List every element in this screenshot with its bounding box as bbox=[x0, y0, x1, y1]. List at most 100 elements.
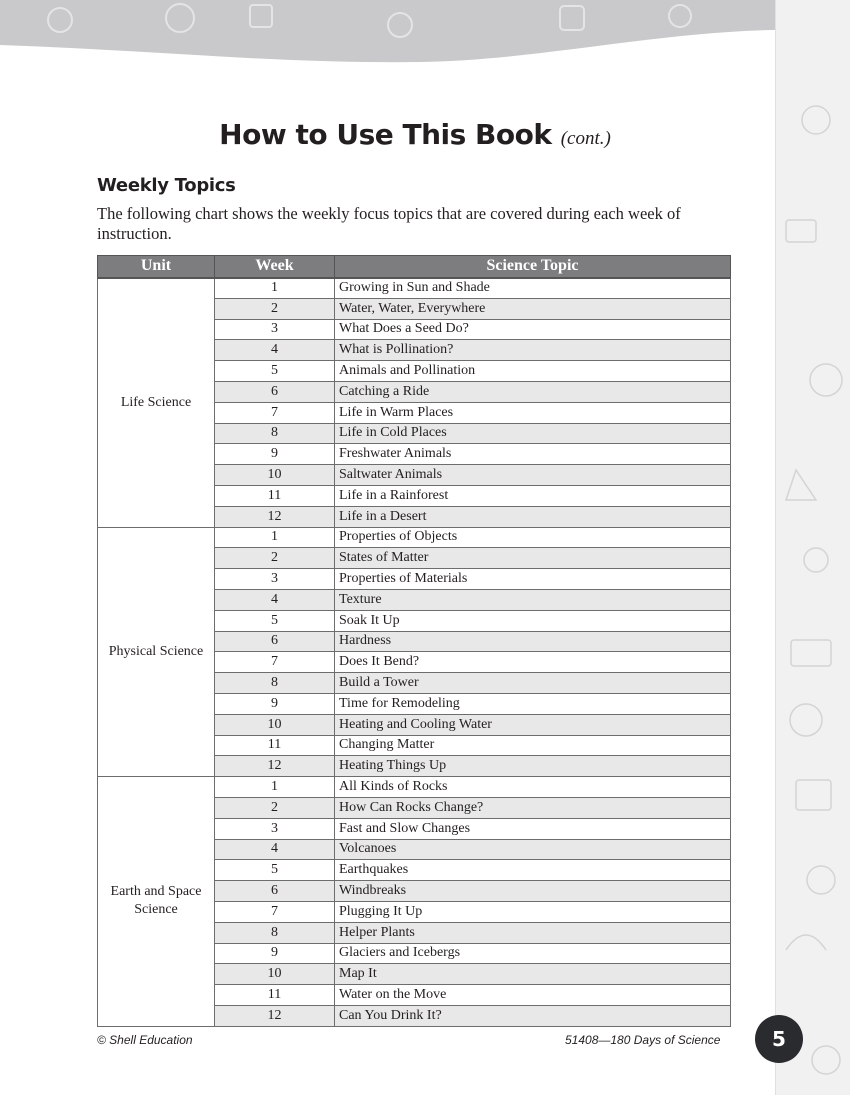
topic-cell: Life in a Desert bbox=[334, 505, 731, 528]
week-cell: 11 bbox=[214, 484, 335, 507]
topic-cell: Time for Remodeling bbox=[334, 692, 731, 715]
table-row: 6 Windbreaks bbox=[98, 880, 731, 902]
table-row: 4 Texture bbox=[98, 588, 731, 611]
footer-copyright: © Shell Education bbox=[97, 1033, 193, 1047]
topic-cell: Water, Water, Everywhere bbox=[334, 297, 731, 320]
week-cell: 8 bbox=[214, 672, 335, 694]
table-row: 6 Hardness bbox=[98, 630, 731, 653]
topic-cell: Soak It Up bbox=[334, 609, 731, 632]
intro-paragraph: The following chart shows the weekly foc… bbox=[97, 204, 681, 243]
topic-cell: Glaciers and Icebergs bbox=[334, 942, 731, 965]
table-row: 3 Properties of Materials bbox=[98, 568, 731, 590]
table-row: 12 Can You Drink It? bbox=[98, 1004, 731, 1027]
topic-cell: Windbreaks bbox=[334, 880, 731, 902]
week-cell: 6 bbox=[214, 880, 335, 902]
topic-cell: Freshwater Animals bbox=[334, 443, 731, 466]
topic-cell: Plugging It Up bbox=[334, 900, 731, 923]
topic-cell: Life in Cold Places bbox=[334, 422, 731, 445]
topic-cell: How Can Rocks Change? bbox=[334, 796, 731, 819]
table-row: 4 Volcanoes bbox=[98, 838, 731, 861]
week-cell: 2 bbox=[214, 796, 335, 819]
unit-cell: Physical Science bbox=[97, 526, 215, 778]
topic-cell: Can You Drink It? bbox=[334, 1004, 731, 1027]
topic-cell: Heating and Cooling Water bbox=[334, 713, 731, 736]
week-cell: 2 bbox=[214, 297, 335, 320]
week-cell: 7 bbox=[214, 651, 335, 674]
week-cell: 9 bbox=[214, 443, 335, 466]
week-cell: 4 bbox=[214, 339, 335, 362]
unit-cell: Life Science bbox=[97, 277, 215, 528]
topic-cell: Fast and Slow Changes bbox=[334, 817, 731, 840]
week-cell: 11 bbox=[214, 984, 335, 1006]
topic-cell: Life in Warm Places bbox=[334, 401, 731, 424]
table-header-row: Unit Week Science Topic bbox=[97, 255, 731, 279]
page-title-text: How to Use This Book bbox=[219, 118, 552, 151]
topic-cell: Texture bbox=[334, 588, 731, 611]
topic-cell: Heating Things Up bbox=[334, 755, 731, 778]
week-cell: 6 bbox=[214, 380, 335, 403]
week-cell: 9 bbox=[214, 942, 335, 965]
topic-cell: Growing in Sun and Shade bbox=[334, 277, 731, 299]
topic-cell: What is Pollination? bbox=[334, 339, 731, 362]
topic-cell: Changing Matter bbox=[334, 734, 731, 757]
week-cell: 8 bbox=[214, 921, 335, 944]
week-cell: 9 bbox=[214, 692, 335, 715]
week-cell: 7 bbox=[214, 401, 335, 424]
week-cell: 5 bbox=[214, 360, 335, 382]
topic-cell: Saltwater Animals bbox=[334, 464, 731, 486]
decorative-top-banner bbox=[0, 0, 850, 63]
topic-cell: Life in a Rainforest bbox=[334, 484, 731, 507]
table-row: 5 Soak It Up bbox=[98, 609, 731, 632]
table-row: 9 Time for Remodeling bbox=[98, 692, 731, 715]
topic-cell: What Does a Seed Do? bbox=[334, 318, 731, 341]
week-cell: 5 bbox=[214, 609, 335, 632]
title-suffix: (cont.) bbox=[560, 128, 611, 149]
unit-cell: Earth and Space Science bbox=[97, 776, 215, 1027]
header-week: Week bbox=[214, 255, 335, 279]
header-topic: Science Topic bbox=[334, 255, 731, 279]
table-row: 3 Fast and Slow Changes bbox=[98, 817, 731, 840]
weekly-topics-table: Unit Week Science Topic Life Science 1 Gro… bbox=[97, 255, 731, 1027]
week-cell: 3 bbox=[214, 817, 335, 840]
week-cell: 12 bbox=[214, 755, 335, 778]
topic-cell: Map It bbox=[334, 963, 731, 986]
topic-cell: All Kinds of Rocks bbox=[334, 776, 731, 798]
topic-cell: Helper Plants bbox=[334, 921, 731, 944]
table-row: 11 Life in a Rainforest bbox=[98, 484, 731, 507]
week-cell: 5 bbox=[214, 859, 335, 882]
topic-cell: Properties of Materials bbox=[334, 568, 731, 590]
table-row: 12 Life in a Desert bbox=[98, 505, 731, 528]
section-heading: Weekly Topics bbox=[97, 175, 236, 196]
table-row: 10 Saltwater Animals bbox=[98, 464, 731, 486]
table-row: Life Science 1 Growing in Sun and Shade bbox=[97, 277, 731, 528]
week-cell: 12 bbox=[214, 1004, 335, 1027]
decorative-side-pattern bbox=[775, 0, 850, 1095]
topic-cell: Animals and Pollination bbox=[334, 360, 731, 382]
table-row: 2 Water, Water, Everywhere bbox=[98, 297, 731, 320]
topic-cell: Catching a Ride bbox=[334, 380, 731, 403]
week-cell: 3 bbox=[214, 318, 335, 341]
week-cell: 8 bbox=[214, 422, 335, 445]
week-cell: 10 bbox=[214, 713, 335, 736]
topic-cell: States of Matter bbox=[334, 547, 731, 570]
table-row: 11 Water on the Move bbox=[98, 984, 731, 1006]
week-cell: 6 bbox=[214, 630, 335, 653]
topic-cell: Water on the Move bbox=[334, 984, 731, 1006]
week-cell: 10 bbox=[214, 963, 335, 986]
week-cell: 7 bbox=[214, 900, 335, 923]
week-cell: 1 bbox=[214, 526, 335, 549]
table-row: 4 What is Pollination? bbox=[98, 339, 731, 362]
topic-cell: Volcanoes bbox=[334, 838, 731, 861]
week-cell: 1 bbox=[214, 277, 335, 299]
table-row: 9 Glaciers and Icebergs bbox=[98, 942, 731, 965]
topic-cell: Hardness bbox=[334, 630, 731, 653]
topic-cell: Properties of Objects bbox=[334, 526, 731, 549]
week-cell: 4 bbox=[214, 588, 335, 611]
week-cell: 11 bbox=[214, 734, 335, 757]
week-cell: 12 bbox=[214, 505, 335, 528]
week-cell: 3 bbox=[214, 568, 335, 590]
table-row: 2 States of Matter bbox=[98, 547, 731, 570]
topic-cell: Does It Bend? bbox=[334, 651, 731, 674]
week-cell: 1 bbox=[214, 776, 335, 798]
table-row: 10 Heating and Cooling Water bbox=[98, 713, 731, 736]
